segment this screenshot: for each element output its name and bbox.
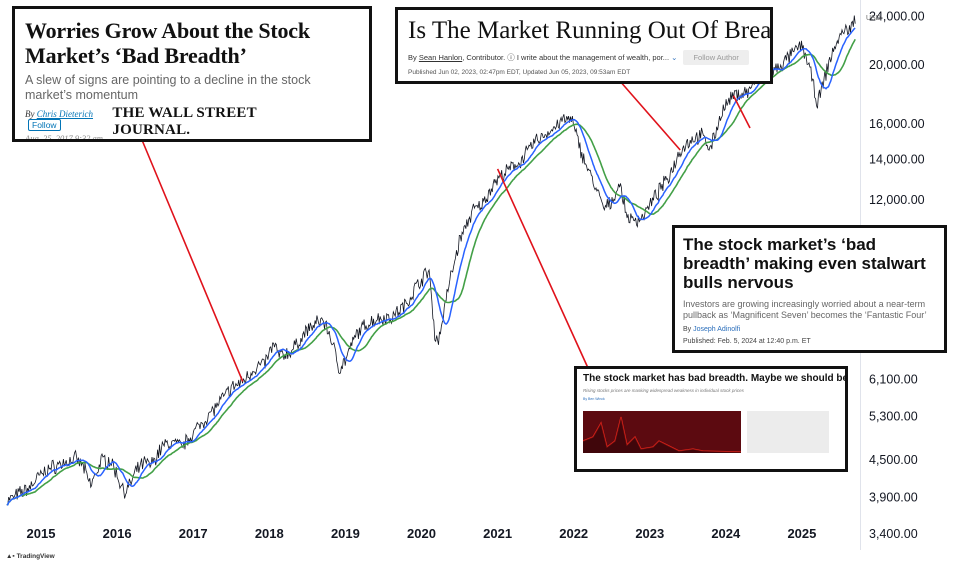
small-article-images <box>583 411 839 453</box>
wsj-headline: Worries Grow About the Stock Market’s ‘B… <box>25 18 310 68</box>
y-axis: 24,000.00 20,000.00 16,000.00 14,000.00 12,0… <box>869 10 925 542</box>
y-tick-label: 5,300.00 <box>869 410 918 424</box>
forbes-author-link[interactable]: Sean Hanlon <box>418 53 463 62</box>
tradingview-logo: ▲▪ TradingView <box>6 553 55 560</box>
y-tick-label: 3,400.00 <box>869 527 918 541</box>
x-tick-label: 2015 <box>27 526 56 541</box>
x-axis: 2015 2016 2017 2018 2019 2020 2021 2022 2023 2024… <box>27 526 817 541</box>
forbes-published: Published Jun 02, 2023, 02:47pm EDT, Upd… <box>408 69 631 76</box>
forbes-byline: By Sean Hanlon, Contributor. ⓘ I write a… <box>408 52 677 63</box>
x-tick-label: 2022 <box>559 526 588 541</box>
x-tick-label: 2018 <box>255 526 284 541</box>
x-tick-label: 2019 <box>331 526 360 541</box>
y-tick-label: 20,000.00 <box>869 58 925 72</box>
forbes-headline: Is The Market Running Out Of Breadth? <box>408 17 772 44</box>
y-tick-label: 6,100.00 <box>869 372 918 386</box>
wsj-logo: THE WALL STREET JOURNAL. <box>112 105 257 138</box>
wsj-footer: By Chris Dieterich Follow Aug. 25, 2017 … <box>25 105 359 142</box>
y-tick-label: 3,900.00 <box>869 491 918 505</box>
forbes-tagline: ⓘ I write about the management of wealth… <box>507 53 670 62</box>
wsj-byline: By Chris Dieterich Follow <box>25 109 112 131</box>
tradingview-watermark: TradingView <box>16 553 55 560</box>
wsj-date: Aug. 25, 2017 9:32 am ET <box>25 133 103 142</box>
x-tick-label: 2017 <box>179 526 208 541</box>
tradingview-icon: ▲▪ <box>6 553 15 560</box>
x-tick-label: 2016 <box>103 526 132 541</box>
forbes-callout[interactable]: Is The Market Running Out Of Breadth? By… <box>395 7 773 84</box>
series-layer <box>6 15 856 506</box>
small-article-image-placeholder <box>747 411 829 453</box>
x-tick-label: 2023 <box>635 526 664 541</box>
small-article-subheadline: Rising stocks prices are masking widespr… <box>583 388 744 393</box>
y-tick-label: 24,000.00 <box>869 10 925 24</box>
ft-byline: By Joseph Adinolfi <box>683 326 936 333</box>
small-article-chart-image <box>583 411 741 453</box>
wsj-follow-button[interactable]: Follow <box>28 119 61 131</box>
ft-subheadline: Investors are growing increasingly worri… <box>683 299 927 320</box>
annotation-connector-line <box>141 139 244 382</box>
y-tick-label: 4,500.00 <box>869 453 918 467</box>
annotation-connector-line <box>732 95 751 129</box>
annotation-connector-line <box>611 71 681 151</box>
price-series-line <box>6 15 856 506</box>
wsj-subheadline: A slew of signs are pointing to a declin… <box>25 73 311 102</box>
ft-author-link[interactable]: Joseph Adinolfi <box>693 326 741 333</box>
y-tick-label: 14,000.00 <box>869 152 925 166</box>
ft-published: Published: Feb. 5, 2024 at 12:40 p.m. ET <box>683 338 811 345</box>
small-article-headline: The stock market has bad breadth. Maybe … <box>583 373 848 384</box>
thumb-area <box>583 417 741 453</box>
fast-moving-average-line <box>6 27 856 506</box>
wsj-author-link[interactable]: Chris Dieterich <box>36 109 93 119</box>
currency-label: USD <box>866 15 881 22</box>
y-tick-label: 16,000.00 <box>869 117 925 131</box>
forbes-by-prefix: By <box>408 53 417 62</box>
forbes-byline-row: By Sean Hanlon, Contributor. ⓘ I write a… <box>408 50 760 65</box>
small-article-author: By Ben Winck <box>583 397 605 401</box>
small-article-callout[interactable]: The stock market has bad breadth. Maybe … <box>574 366 848 472</box>
x-tick-label: 2024 <box>711 526 741 541</box>
wsj-by-prefix: By <box>25 109 35 119</box>
annotation-connector-line <box>496 168 589 369</box>
x-tick-label: 2021 <box>483 526 512 541</box>
x-tick-label: 2025 <box>787 526 816 541</box>
ft-headline: The stock market’s ‘bad breadth’ making … <box>683 235 926 292</box>
chevron-down-icon[interactable]: ⌄ <box>671 53 678 62</box>
forbes-role: , Contributor. <box>462 53 506 62</box>
x-tick-label: 2020 <box>407 526 436 541</box>
ft-callout[interactable]: The stock market’s ‘bad breadth’ making … <box>672 225 947 353</box>
wsj-byline-block: By Chris Dieterich Follow Aug. 25, 2017 … <box>25 109 112 142</box>
ft-by-prefix: By <box>683 326 692 333</box>
wsj-callout[interactable]: Worries Grow About the Stock Market’s ‘B… <box>12 6 372 142</box>
y-tick-label: 12,000.00 <box>869 193 925 207</box>
forbes-follow-button[interactable]: Follow Author <box>683 50 749 65</box>
connector-layer <box>141 71 751 382</box>
